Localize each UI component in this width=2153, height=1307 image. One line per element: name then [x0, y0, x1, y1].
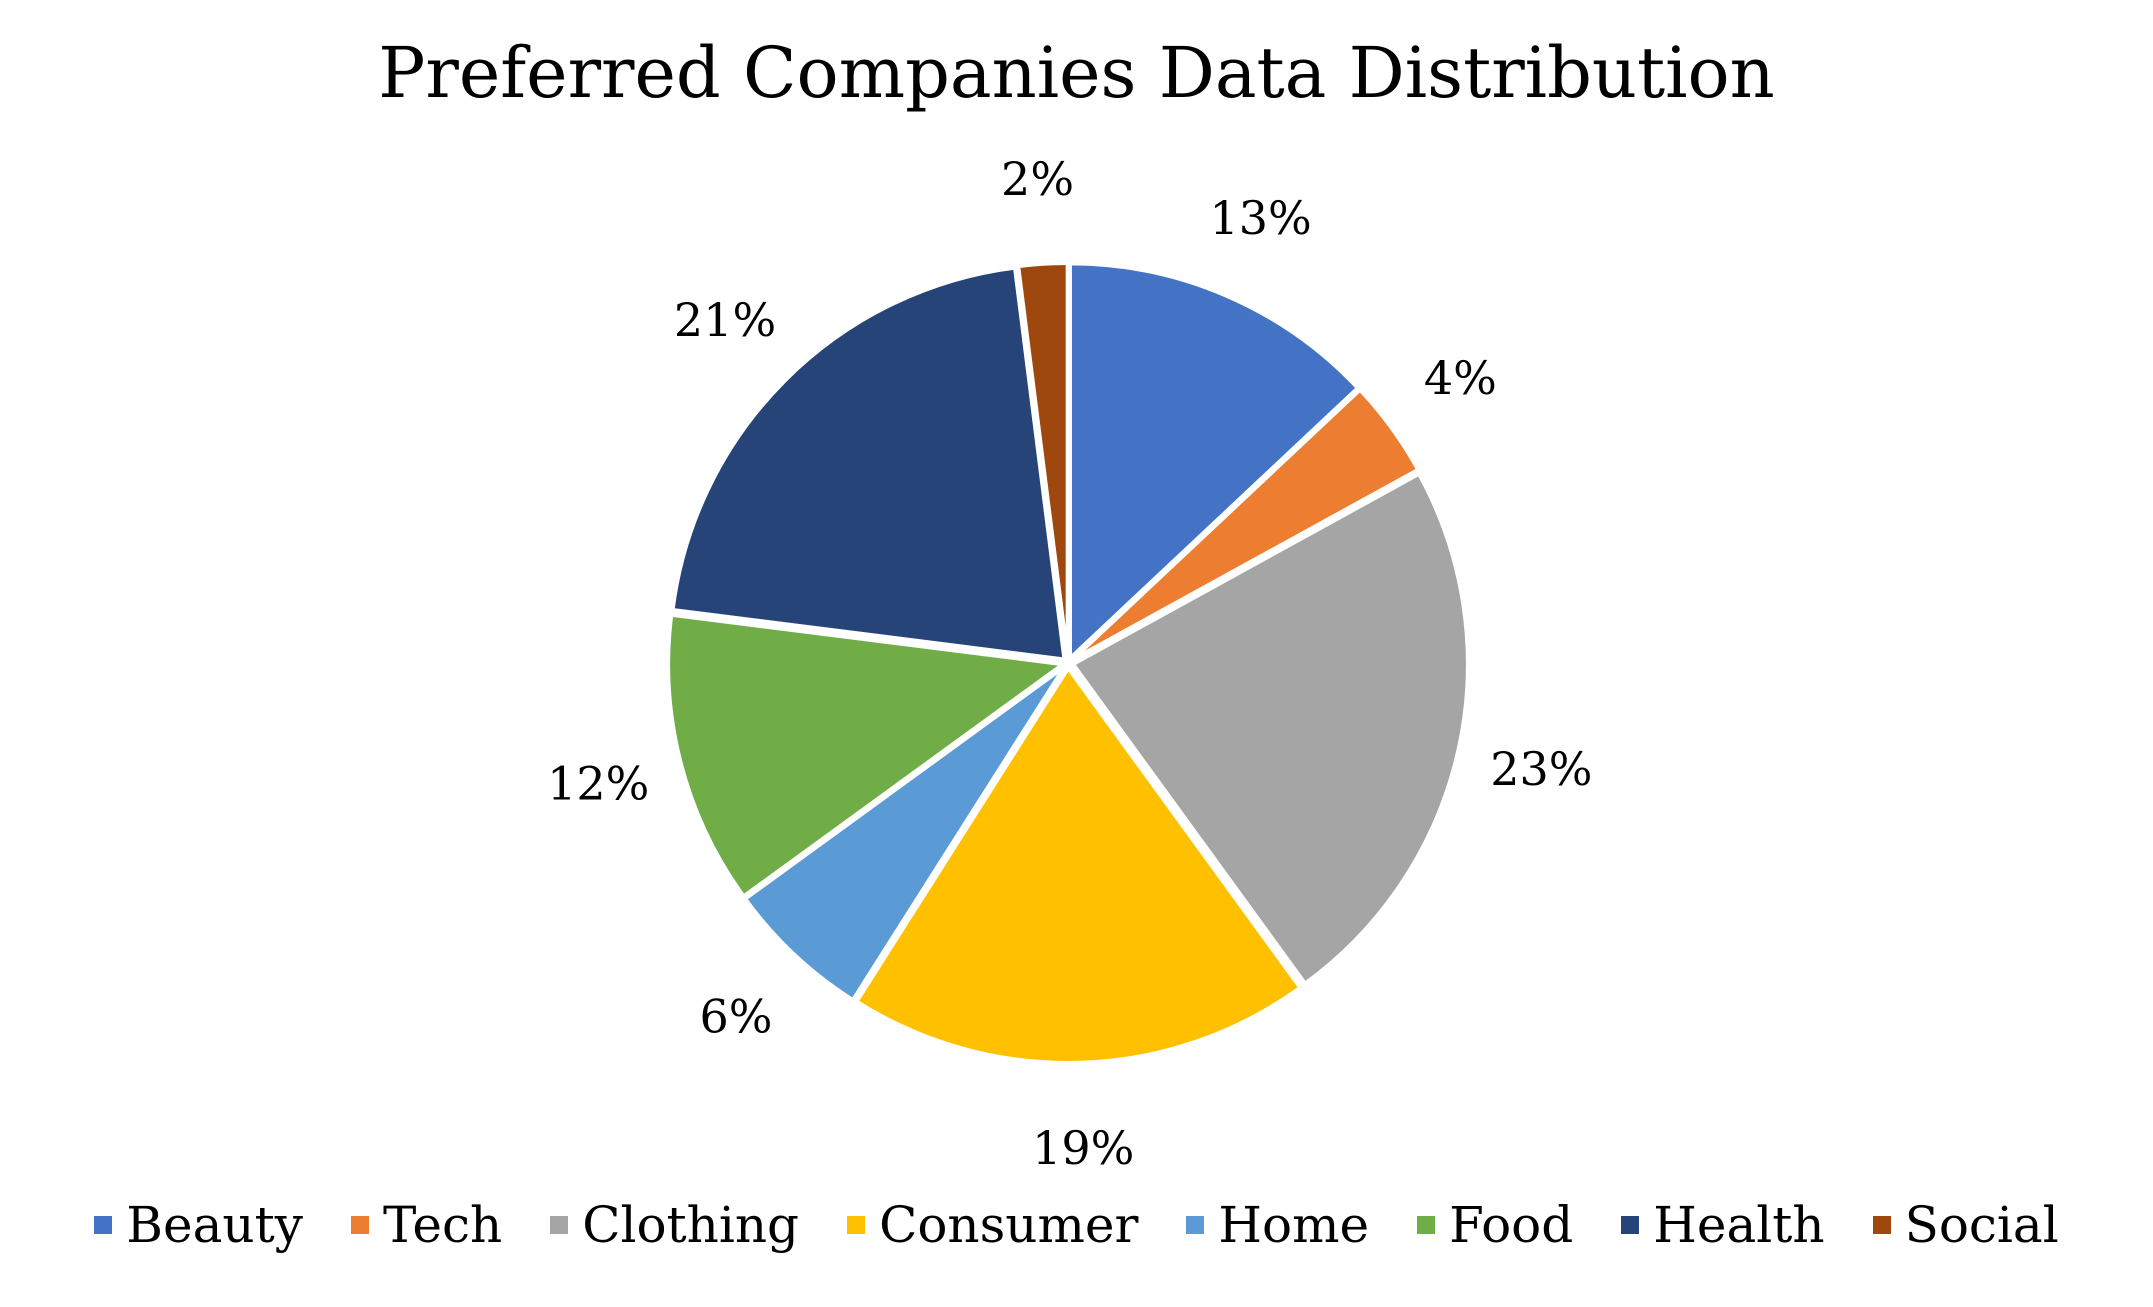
pie-slice-food [666, 612, 1066, 899]
legend-item-consumer: Consumer [847, 1196, 1138, 1254]
pie-labels: 13% 4% 23% 19% 6% 12% 21% 2% [547, 152, 1592, 1175]
pie-slice-home [743, 664, 1067, 1003]
legend-label-home: Home [1218, 1196, 1370, 1254]
legend-item-health: Health [1621, 1196, 1825, 1254]
legend-label-tech: Tech [382, 1196, 503, 1254]
legend-item-tech: Tech [350, 1196, 503, 1254]
pie-slice-consumer [854, 665, 1303, 1065]
pie-slice-social [1016, 261, 1070, 661]
data-label-beauty: 13% [1209, 191, 1311, 245]
legend-swatch-beauty [94, 1216, 113, 1234]
pie-slice-health [670, 265, 1067, 662]
legend-swatch-food [1417, 1216, 1436, 1234]
legend-swatch-health [1621, 1216, 1640, 1234]
legend-label-food: Food [1449, 1196, 1574, 1254]
legend-swatch-tech [350, 1216, 369, 1234]
data-label-clothing: 23% [1490, 742, 1592, 796]
legend-label-consumer: Consumer [879, 1196, 1139, 1254]
legend-item-social: Social [1872, 1196, 2059, 1254]
data-label-food: 12% [547, 757, 649, 811]
chart-title: Preferred Companies Data Distribution [378, 32, 1775, 114]
legend-label-health: Health [1653, 1196, 1825, 1254]
data-label-tech: 4% [1424, 351, 1497, 405]
legend-item-beauty: Beauty [94, 1196, 303, 1254]
legend-label-beauty: Beauty [126, 1196, 303, 1254]
legend-label-social: Social [1904, 1196, 2059, 1254]
legend-swatch-clothing [550, 1216, 569, 1234]
pie-slice-beauty [1067, 261, 1360, 661]
pie-slices [666, 261, 1470, 1065]
legend-item-food: Food [1417, 1196, 1573, 1254]
legend: Beauty Tech Clothing Consumer Home Food Health… [0, 1185, 2153, 1265]
data-label-consumer: 19% [1032, 1121, 1134, 1175]
pie-slice-tech [1070, 387, 1421, 663]
legend-swatch-social [1872, 1216, 1891, 1234]
legend-swatch-home [1186, 1216, 1205, 1234]
legend-item-home: Home [1186, 1196, 1369, 1254]
data-label-home: 6% [700, 990, 773, 1044]
legend-label-clothing: Clothing [582, 1196, 800, 1254]
data-label-health: 21% [674, 293, 776, 347]
data-label-social: 2% [1001, 152, 1074, 206]
legend-item-clothing: Clothing [550, 1196, 799, 1254]
pie-slice-clothing [1070, 471, 1470, 986]
legend-swatch-consumer [847, 1216, 866, 1234]
